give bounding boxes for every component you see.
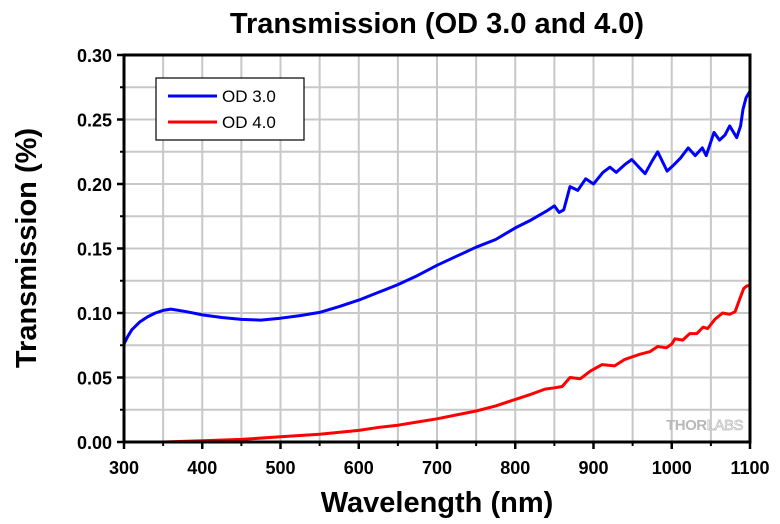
axes	[117, 53, 752, 449]
y-tick-label: 0.15	[77, 240, 112, 260]
x-tick-label: 300	[109, 458, 139, 478]
thorlabs-watermark: THORLABS	[666, 417, 744, 435]
x-tick-label: 1000	[652, 458, 692, 478]
y-tick-label: 0.20	[77, 175, 112, 195]
watermark-bold: THOR	[666, 417, 707, 434]
x-tick-label: 500	[265, 458, 295, 478]
legend-label-od4: OD 4.0	[222, 113, 276, 132]
legend-label-od3: OD 3.0	[222, 87, 276, 106]
series-line-od-3-0	[122, 90, 752, 345]
x-tick-label: 1100	[730, 458, 769, 478]
y-tick-label: 0.00	[77, 433, 112, 453]
y-tick-label: 0.10	[77, 304, 112, 324]
legend: OD 3.0 OD 4.0	[155, 77, 305, 141]
tick-labels: 300 400 500 600 700 800 900 1000 1100 0.00 0.05 0.1…	[77, 46, 770, 478]
series-line-od-4-0	[124, 284, 750, 444]
series-group	[122, 90, 752, 444]
x-tick-label: 400	[187, 458, 217, 478]
watermark-light: LABS	[707, 417, 744, 434]
x-tick-label: 600	[344, 458, 374, 478]
y-tick-label: 0.25	[77, 111, 112, 131]
y-tick-label: 0.05	[77, 369, 112, 389]
chart-title: Transmission (OD 3.0 and 4.0)	[230, 8, 644, 40]
x-axis-label: Wavelength (nm)	[321, 487, 554, 519]
grid	[124, 55, 750, 442]
legend-box	[155, 77, 305, 141]
x-tick-label: 900	[578, 458, 608, 478]
y-tick-label: 0.30	[77, 46, 112, 66]
svg-text:THORLABS: THORLABS	[666, 417, 743, 434]
x-tick-label: 700	[422, 458, 452, 478]
x-tick-label: 800	[500, 458, 530, 478]
y-axis-label: Transmission (%)	[11, 128, 43, 368]
